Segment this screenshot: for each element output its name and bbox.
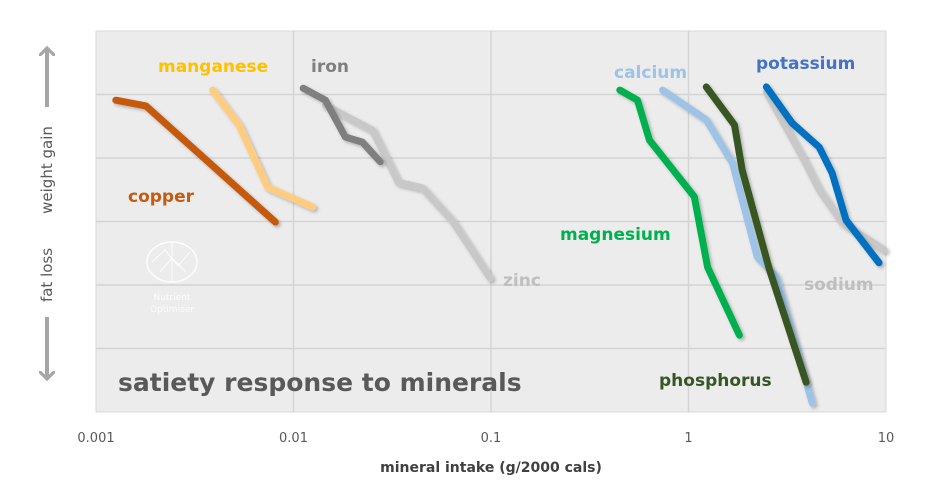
x-tick-label: 0.01 [279,431,308,446]
series-line-phosphorus [702,83,810,386]
series-label-phosphorus: phosphorus [659,371,772,391]
x-tick-label: 0.001 [77,431,114,446]
series-line-magnesium [616,86,743,339]
series-line-iron [299,84,384,166]
series-line-potassium [762,83,883,267]
series-label-calcium: calcium [614,63,687,83]
y-label-weight-gain: weight gain [38,126,56,214]
series-label-zinc: zinc [503,271,541,291]
y-label-fat-loss: fat loss [38,248,56,302]
series-label-potassium: potassium [756,54,855,74]
svg-text:Optimiser: Optimiser [150,305,194,315]
series-line-zinc [321,101,494,282]
svg-text:Nutrient: Nutrient [154,293,191,303]
chart-title: satiety response to minerals [118,368,522,397]
gridlines [96,31,886,412]
x-tick-label: 1 [684,431,692,446]
series-label-iron: iron [311,57,349,77]
series-line-copper [112,96,279,226]
series-label-manganese: manganese [158,57,268,77]
series-label-copper: copper [128,187,195,207]
nutrient-optimiser-logo: Nutrient Optimiser [146,241,198,315]
x-axis-label: mineral intake (g/2000 cals) [380,460,602,476]
series-label-magnesium: magnesium [560,225,671,245]
x-tick-label: 0.1 [481,431,502,446]
x-tick-label: 10 [878,431,895,446]
series-label-sodium: sodium [804,275,874,295]
series-line-manganese [209,86,317,211]
